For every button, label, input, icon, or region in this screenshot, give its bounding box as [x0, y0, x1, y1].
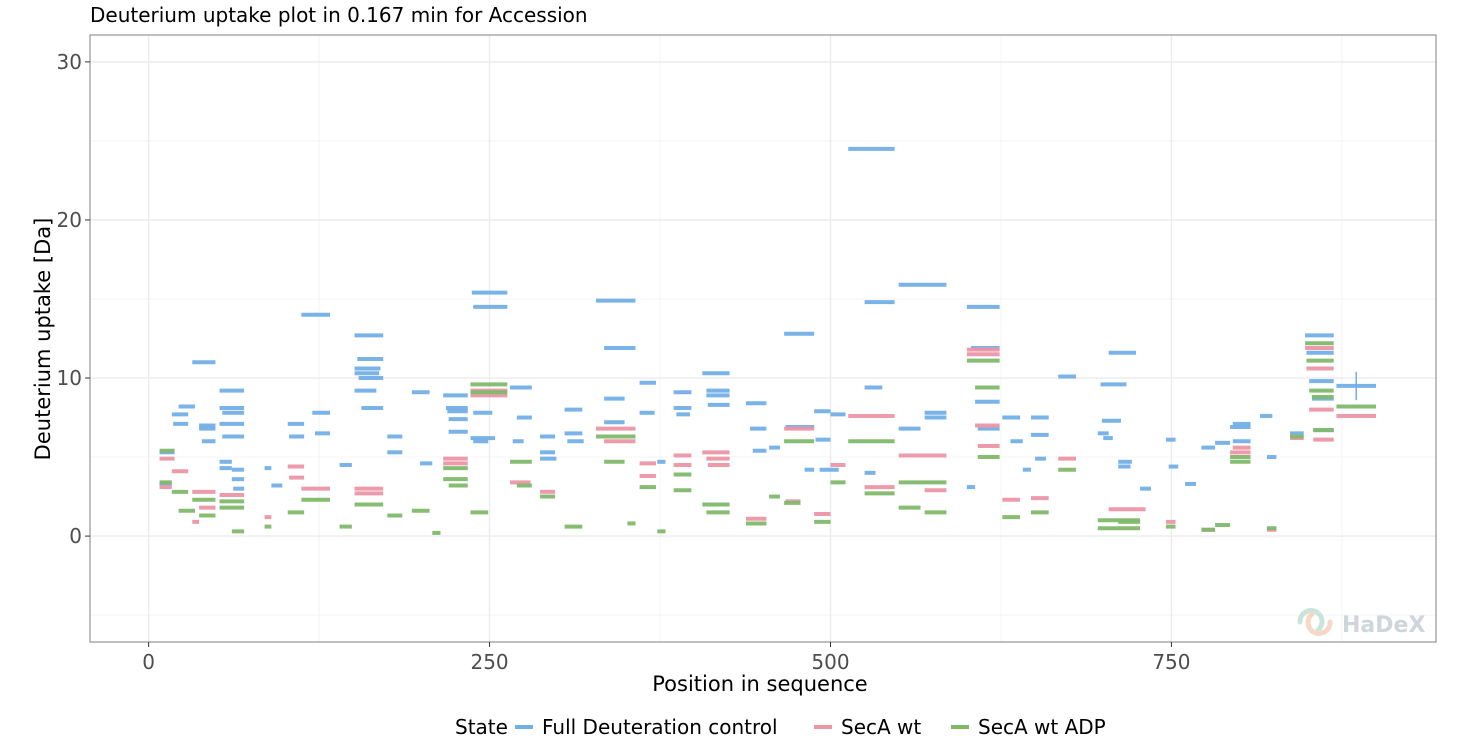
y-tick-label: 30 — [57, 50, 82, 74]
legend: State Full Deuteration control SecA wt Sec… — [455, 715, 1106, 739]
x-tick-label: 500 — [811, 650, 849, 674]
plot-panel — [90, 35, 1436, 642]
x-axis-label: Position in sequence — [652, 672, 867, 696]
y-axis-label: Deuterium uptake [Da] — [31, 218, 55, 461]
legend-label: SecA wt ADP — [978, 715, 1106, 739]
chart-title: Deuterium uptake plot in 0.167 min for A… — [90, 3, 588, 27]
series-1 — [159, 345, 1376, 532]
hadex-logo-icon — [1297, 608, 1333, 636]
y-tick-label: 20 — [57, 208, 82, 232]
plot-border — [89, 34, 1437, 643]
series-2 — [159, 341, 1376, 535]
legend-label: SecA wt — [841, 715, 921, 739]
watermark-text: HaDeX — [1342, 613, 1425, 638]
x-tick-label: 750 — [1152, 650, 1190, 674]
hadex-watermark: HaDeX — [1297, 608, 1425, 638]
x-tick-label: 0 — [142, 650, 155, 674]
x-axis-ticks: 0 250 500 750 — [142, 642, 1191, 674]
legend-title: State — [455, 715, 508, 739]
x-tick-label: 250 — [470, 650, 508, 674]
y-tick-label: 0 — [69, 524, 82, 548]
y-tick-label: 10 — [57, 366, 82, 390]
legend-label: Full Deuteration control — [542, 715, 778, 739]
segments — [159, 146, 1376, 535]
gridlines — [90, 35, 1436, 642]
y-axis-ticks: 0 10 20 30 — [57, 50, 90, 548]
